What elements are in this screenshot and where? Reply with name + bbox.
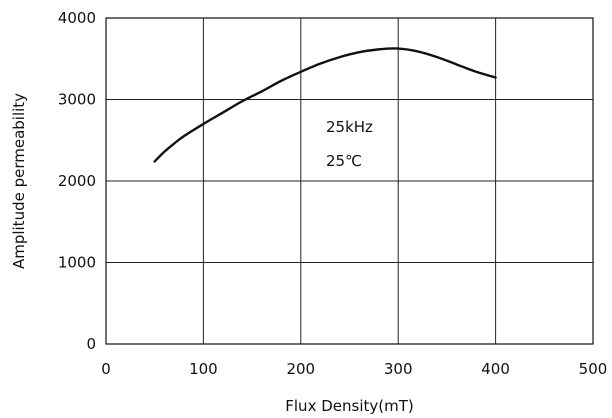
y-tick-label: 3000 (58, 91, 96, 109)
x-tick-label: 500 (579, 360, 608, 378)
series-line-0 (153, 47, 497, 163)
y-axis-label: Amplitude permeability (10, 93, 28, 269)
x-tick-label: 200 (286, 360, 315, 378)
y-axis-ticks: 0 1000 2000 3000 4000 (58, 9, 96, 353)
series-group (153, 47, 497, 163)
y-tick-label: 1000 (58, 254, 96, 272)
y-tick-label: 2000 (58, 172, 96, 190)
x-axis-ticks: 0 100 200 300 400 500 (101, 360, 607, 378)
annotation-temperature: 25℃ (326, 152, 362, 170)
annotation-frequency: 25kHz (326, 118, 373, 136)
x-tick-label: 400 (481, 360, 510, 378)
x-tick-label: 100 (189, 360, 218, 378)
grid-lines (106, 18, 593, 344)
x-tick-label: 300 (384, 360, 413, 378)
plot-frame (105, 17, 594, 345)
x-axis-label: Flux Density(mT) (285, 397, 413, 415)
x-tick-label: 0 (101, 360, 111, 378)
y-tick-label: 0 (86, 335, 96, 353)
y-tick-label: 4000 (58, 9, 96, 27)
